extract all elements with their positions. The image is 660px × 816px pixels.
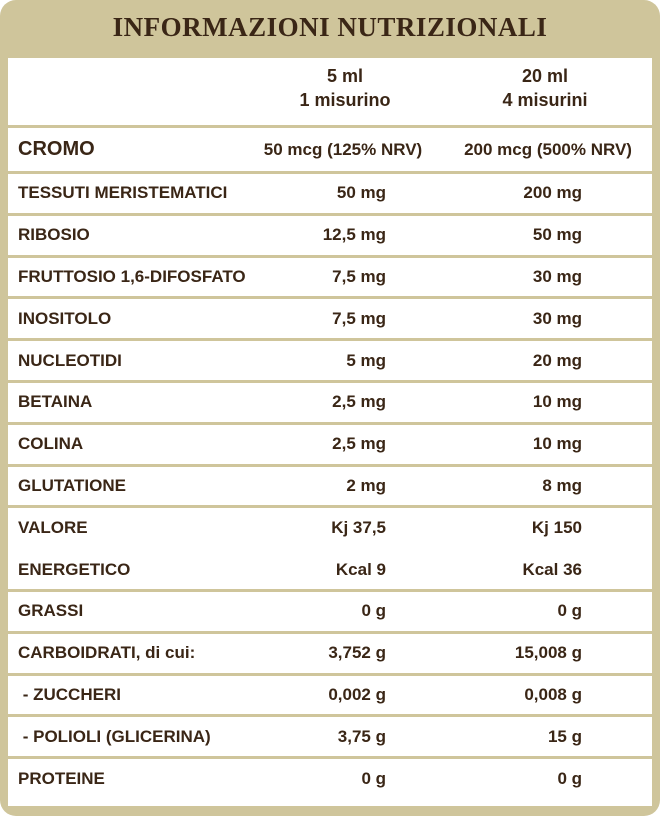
value-5ml: Kcal 9	[335, 559, 386, 579]
row-label: BETAINA	[18, 392, 93, 412]
table-row: COLINA 2,5 mg 10 mg	[8, 421, 652, 464]
value-5ml: 7,5 mg	[332, 266, 386, 286]
column-header: 5 ml 1 misurino	[245, 64, 445, 112]
header-line: 20 ml	[521, 66, 569, 86]
value-5ml: 3,75 g	[337, 726, 386, 746]
header-line: 4 misurini	[502, 90, 588, 110]
row-label: COLINA	[18, 434, 84, 454]
value-5ml: 12,5 mg	[322, 225, 386, 245]
value-20ml: 8 mg	[542, 475, 582, 495]
value-20ml: 0,008 g	[524, 684, 582, 704]
value-5ml: 0 g	[361, 601, 386, 621]
value-20ml: 10 mg	[532, 392, 582, 412]
row-label: VALORE	[18, 517, 88, 537]
row-label: ENERGETICO	[18, 559, 131, 579]
value-5ml: 2,5 mg	[332, 434, 386, 454]
value-5ml: 7,5 mg	[332, 308, 386, 328]
table-row: CARBOIDRATI, di cui: 3,752 g 15,008 g	[8, 630, 652, 673]
row-label: PROTEINE	[18, 768, 105, 788]
value-5ml: 5 mg	[346, 350, 386, 370]
table-row: - ZUCCHERI 0,002 g 0,008 g	[8, 672, 652, 715]
table-row: GRASSI 0 g 0 g	[8, 589, 652, 631]
row-label: GLUTATIONE	[18, 475, 126, 495]
table-row: GLUTATIONE 2 mg 8 mg	[8, 463, 652, 506]
value-5ml: 50 mcg (125% NRV)	[263, 139, 423, 159]
table-row: BETAINA 2,5 mg 10 mg	[8, 380, 652, 422]
value-20ml: 15,008 g	[514, 643, 582, 663]
row-label: TESSUTI MERISTEMATICI	[18, 183, 228, 203]
row-label: CARBOIDRATI, di cui:	[18, 643, 196, 663]
value-20ml: 200 mg	[523, 183, 582, 203]
table-row: FRUTTOSIO 1,6-DIFOSFATO 7,5 mg 30 mg	[8, 254, 652, 297]
row-label: - POLIOLI (GLICERINA)	[18, 726, 211, 746]
value-5ml: 2,5 mg	[332, 392, 386, 412]
table-row: PROTEINE 0 g 0 g	[8, 756, 652, 798]
value-20ml: 20 mg	[532, 350, 582, 370]
value-5ml: 3,752 g	[328, 643, 386, 663]
row-label: FRUTTOSIO 1,6-DIFOSFATO	[18, 266, 246, 286]
table-row: - POLIOLI (GLICERINA) 3,75 g 15 g	[8, 714, 652, 756]
column-header: 20 ml 4 misurini	[445, 64, 645, 112]
row-label: RIBOSIO	[18, 225, 90, 245]
panel-title: INFORMAZIONI NUTRIZIONALI	[112, 12, 548, 42]
header-line: 1 misurino	[299, 90, 391, 110]
value-20ml: 10 mg	[532, 434, 582, 454]
value-20ml: 30 mg	[532, 308, 582, 328]
value-20ml: 50 mg	[532, 225, 582, 245]
row-label: - ZUCCHERI	[18, 684, 121, 704]
table-row: ENERGETICO Kcal 9 Kcal 36	[8, 547, 652, 589]
value-20ml: 0 g	[557, 601, 582, 621]
value-5ml: 2 mg	[346, 475, 386, 495]
value-20ml: 200 mcg (500% NRV)	[464, 139, 632, 159]
header-line: 5 ml	[326, 66, 364, 86]
value-5ml: 0,002 g	[328, 684, 386, 704]
table-row: NUCLEOTIDI 5 mg 20 mg	[8, 338, 652, 380]
row-label: NUCLEOTIDI	[18, 350, 122, 370]
value-20ml: 30 mg	[532, 266, 582, 286]
value-5ml: 0 g	[361, 768, 386, 788]
value-5ml: 50 mg	[336, 183, 386, 203]
nutrition-table: 5 ml 1 misurino 20 ml 4 misurini CROMO 50 mcg…	[8, 58, 652, 806]
value-20ml: 15 g	[547, 726, 582, 746]
table-row: CROMO 50 mcg (125% NRV) 200 mcg (500% NRV)	[8, 125, 652, 171]
value-5ml: Kj 37,5	[331, 517, 386, 537]
row-label: CROMO	[18, 138, 95, 160]
value-20ml: Kcal 36	[522, 559, 582, 579]
table-row: INOSITOLO 7,5 mg 30 mg	[8, 296, 652, 338]
row-label: GRASSI	[18, 601, 84, 621]
table-row: RIBOSIO 12,5 mg 50 mg	[8, 212, 652, 255]
value-20ml: 0 g	[557, 768, 582, 788]
value-20ml: Kj 150	[531, 517, 582, 537]
table-row: TESSUTI MERISTEMATICI 50 mg 200 mg	[8, 171, 652, 213]
table-row: VALORE Kj 37,5 Kj 150	[8, 505, 652, 547]
row-label: INOSITOLO	[18, 308, 112, 328]
